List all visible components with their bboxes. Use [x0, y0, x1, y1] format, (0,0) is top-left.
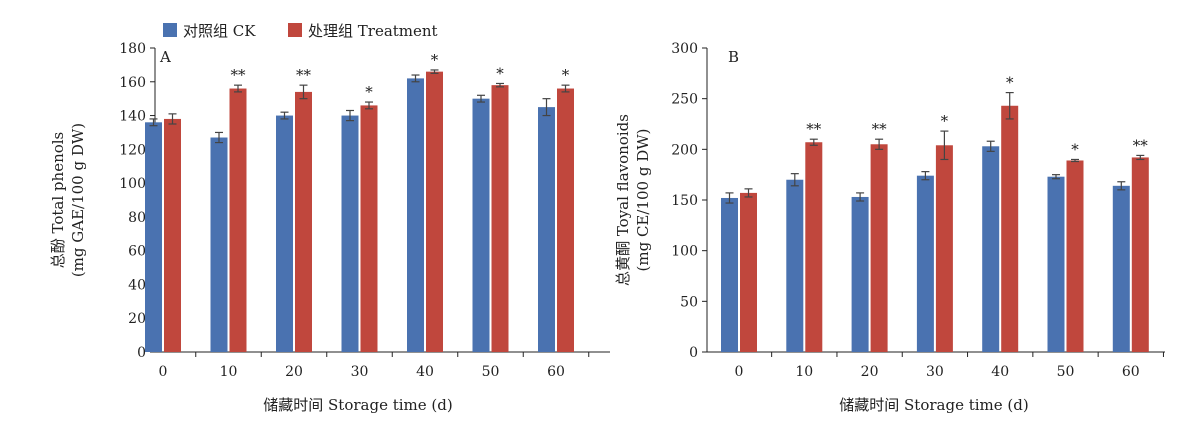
significance-label-a: *	[431, 51, 439, 69]
x-tick-label-b: 30	[926, 364, 944, 380]
significance-label-b: **	[872, 120, 888, 138]
bar-ck-a	[407, 78, 424, 353]
chart-panel-a: A 总酚 Total phenols (mg GAE/100 g DW) 储藏时…	[49, 41, 610, 414]
significance-label-b: *	[941, 112, 949, 130]
bar-treatment-a	[491, 85, 509, 353]
y-tick-label-b: 0	[689, 345, 698, 361]
significance-label-b: **	[1133, 136, 1149, 154]
significance-label-a: *	[562, 66, 570, 84]
x-tick-label-a: 10	[220, 364, 238, 380]
y-tick-label-b: 300	[671, 41, 698, 57]
x-tick-label-b: 0	[735, 364, 744, 380]
bar-ck-b	[1047, 176, 1065, 352]
x-tick-label-b: 20	[861, 364, 879, 380]
x-tick-label-b: 50	[1057, 364, 1075, 380]
bar-ck-b	[916, 175, 934, 352]
x-tick-label-b: 10	[795, 364, 813, 380]
y-tick-label-a: 60	[128, 244, 146, 260]
bar-ck-a	[210, 137, 228, 352]
legend-label-treatment: 处理组 Treatment	[308, 22, 438, 40]
bar-treatment-a	[426, 71, 443, 353]
y-tick-label-a: 80	[128, 210, 146, 226]
bar-ck-a	[145, 122, 162, 352]
y-tick-label-a: 140	[119, 109, 146, 125]
bar-treatment-b	[1131, 157, 1149, 352]
bar-treatment-a	[295, 91, 312, 353]
y-tick-label-a: 40	[128, 277, 146, 293]
legend-label-ck: 对照组 CK	[183, 22, 256, 40]
y-axis-title-a-line1: 总酚 Total phenols	[49, 132, 67, 269]
bar-ck-b	[786, 179, 804, 352]
bar-ck-b	[851, 196, 869, 352]
significance-label-b: **	[806, 120, 822, 138]
significance-label-b: *	[1071, 140, 1079, 158]
panel-label-a: A	[159, 48, 171, 66]
bar-treatment-b	[935, 145, 953, 352]
bar-ck-a	[276, 115, 293, 352]
significance-label-b: *	[1006, 74, 1014, 92]
x-tick-label-a: 60	[547, 364, 565, 380]
bar-treatment-a	[229, 88, 247, 353]
bar-treatment-a	[360, 105, 378, 352]
bar-ck-b	[982, 146, 1000, 352]
bar-ck-a	[472, 98, 490, 353]
bar-treatment-b	[1001, 105, 1019, 352]
legend-swatch-ck	[163, 23, 177, 37]
y-tick-label-a: 120	[119, 142, 146, 158]
bar-treatment-b	[870, 144, 888, 352]
y-tick-label-a: 180	[119, 41, 146, 57]
y-tick-label-b: 250	[671, 92, 698, 108]
x-tick-label-a: 40	[416, 364, 434, 380]
y-tick-label-a: 20	[128, 311, 146, 327]
x-tick-label-b: 60	[1122, 364, 1140, 380]
y-tick-label-b: 200	[671, 142, 698, 158]
x-tick-label-a: 50	[482, 364, 500, 380]
bar-ck-b	[721, 197, 738, 352]
legend-swatch-treatment	[288, 23, 302, 37]
panel-label-b: B	[728, 48, 739, 66]
x-tick-label-a: 0	[159, 364, 168, 380]
significance-label-a: **	[296, 66, 312, 84]
y-tick-label-b: 150	[671, 193, 698, 209]
y-tick-label-b: 50	[680, 294, 698, 310]
y-tick-label-a: 0	[137, 345, 146, 361]
x-axis-title-a: 储藏时间 Storage time (d)	[263, 396, 452, 414]
significance-label-a: *	[365, 83, 373, 101]
chart-panel-b: B 总黄酮 Toyal flavonoids (mg CE/100 g DW) …	[614, 41, 1165, 414]
bar-treatment-b	[740, 192, 757, 352]
y-tick-label-b: 100	[671, 244, 698, 260]
bar-ck-a	[538, 107, 555, 352]
y-axis-title-b-line2: (mg CE/100 g DW)	[634, 129, 652, 272]
significance-label-a: *	[496, 64, 504, 82]
significance-label-a: **	[231, 66, 247, 84]
y-axis-title-a-line2: (mg GAE/100 g DW)	[69, 123, 87, 277]
bar-treatment-b	[1066, 160, 1084, 352]
y-axis-title-b-line1: 总黄酮 Toyal flavonoids	[614, 114, 632, 286]
bar-ck-b	[1112, 185, 1130, 352]
bar-treatment-b	[805, 142, 823, 352]
x-tick-label-a: 20	[285, 364, 303, 380]
bar-ck-a	[341, 115, 359, 352]
y-tick-label-a: 160	[119, 75, 146, 91]
bar-treatment-a	[557, 88, 574, 353]
legend: 对照组 CK 处理组 Treatment	[163, 22, 438, 40]
x-tick-label-a: 30	[351, 364, 369, 380]
bar-treatment-a	[164, 118, 181, 352]
x-tick-label-b: 40	[991, 364, 1009, 380]
y-tick-label-a: 100	[119, 176, 146, 192]
x-axis-title-b: 储藏时间 Storage time (d)	[839, 396, 1028, 414]
